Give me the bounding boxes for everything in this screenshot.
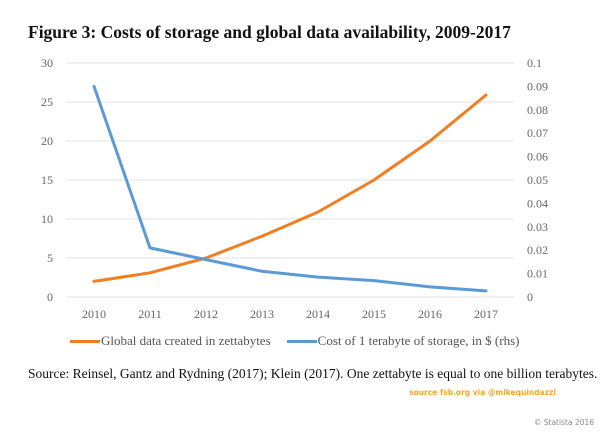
legend-item-storage-cost: Cost of 1 terabyte of storage, in $ (rhs…	[286, 333, 520, 349]
x-axis-tick-label: 2017	[474, 307, 498, 321]
x-axis-tick-label: 2014	[306, 307, 330, 321]
right-axis-tick-label: 0.07	[527, 126, 548, 140]
right-axis-tick-label: 0.05	[527, 173, 548, 187]
left-axis-ticks: 0 5 10 15 20 25 30	[41, 56, 53, 304]
right-axis-tick-label: 0.08	[527, 103, 548, 117]
legend-label: Cost of 1 terabyte of storage, in $ (rhs…	[317, 333, 520, 348]
series-line-global-data	[92, 93, 488, 283]
source-note: Source: Reinsel, Gantz and Rydning (2017…	[28, 366, 598, 381]
legend-swatch-blue	[286, 339, 317, 343]
right-axis-tick-label: 0	[527, 290, 533, 304]
right-axis-tick-label: 0.02	[527, 243, 548, 257]
right-axis-ticks: 0 0.01 0.02 0.03 0.04 0.05 0.06 0.07 0.08 0.09 0.1	[527, 56, 548, 304]
right-axis-tick-label: 0.1	[527, 56, 542, 70]
gridlines	[66, 62, 514, 298]
left-axis-tick-label: 25	[41, 95, 53, 109]
x-axis-tick-label: 2012	[194, 307, 218, 321]
left-axis-tick-label: 30	[41, 56, 53, 70]
right-axis-tick-label: 0.01	[527, 267, 548, 281]
x-axis-tick-label: 2011	[138, 307, 162, 321]
right-axis-tick-label: 0.06	[527, 150, 548, 164]
x-axis-tick-label: 2013	[250, 307, 274, 321]
series-line-storage-cost	[92, 84, 488, 293]
x-axis-ticks: 2010 2011 2012 2013 2014 2015 2016 2017	[82, 307, 498, 321]
legend: Global data created in zettabytes Cost o…	[70, 333, 535, 349]
right-axis-tick-label: 0.09	[527, 79, 548, 93]
statista-watermark: © Statista 2016	[533, 418, 594, 427]
right-axis-tick-label: 0.04	[527, 196, 548, 210]
credit-note: source fsb.org via @mikequindazzi	[409, 388, 556, 397]
x-axis-tick-label: 2010	[82, 307, 106, 321]
left-axis-tick-label: 0	[47, 290, 53, 304]
x-axis-tick-label: 2016	[418, 307, 442, 321]
chart-title: Figure 3: Costs of storage and global da…	[28, 22, 511, 42]
legend-label: Global data created in zettabytes	[101, 333, 271, 348]
legend-item-global-data: Global data created in zettabytes	[70, 333, 271, 349]
right-axis-tick-label: 0.03	[527, 220, 548, 234]
left-axis-tick-label: 10	[41, 212, 53, 226]
left-axis-tick-label: 20	[41, 134, 53, 148]
x-axis-tick-label: 2015	[362, 307, 386, 321]
legend-swatch-orange	[70, 339, 100, 343]
left-axis-tick-label: 5	[47, 251, 53, 265]
left-axis-tick-label: 15	[41, 173, 53, 187]
series-lines	[92, 84, 488, 293]
line-chart: 0 5 10 15 20 25 30 0 0.01 0.02 0.03 0.04 0.05 0.06 0.…	[41, 56, 548, 321]
